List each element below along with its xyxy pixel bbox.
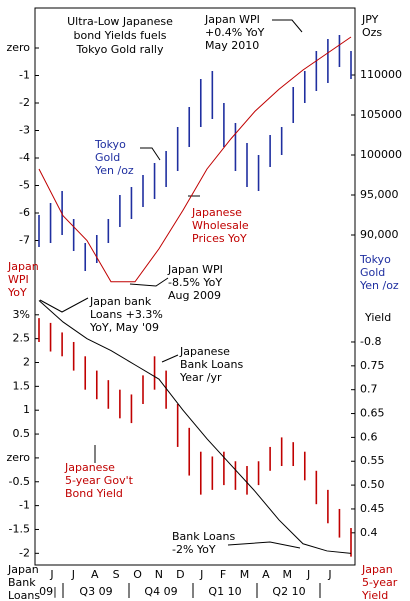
x-tick-label: M	[282, 568, 292, 581]
annotation: -8.5% YoY	[168, 276, 222, 289]
annotation: Japan WPI	[167, 263, 223, 276]
y-tick-label: -6	[19, 206, 30, 219]
annotation: Japanese	[64, 461, 115, 474]
y-tick-label: 2.5	[13, 332, 31, 345]
x-tick-label: A	[262, 568, 270, 581]
x-tick-label: A	[91, 568, 99, 581]
y-tick-label: -2	[19, 96, 30, 109]
y2-axis-label: Yield	[361, 589, 388, 601]
y2-tick-label: 0.75	[360, 359, 385, 372]
y2-tick-label: 0.45	[360, 502, 385, 515]
line-series	[38, 36, 352, 283]
chart-title: Ultra-Low Japanese	[67, 15, 173, 28]
x-tick-label: N	[155, 568, 163, 581]
y2-tick-label: 0.50	[360, 478, 385, 491]
x-tick-label: D	[176, 568, 184, 581]
annotation: Japan WPI	[204, 13, 260, 26]
y-axis-label: Japan	[7, 260, 39, 273]
chart-title: bond Yields fuels	[74, 29, 167, 42]
annotation: Bank Loans	[172, 530, 236, 543]
y-tick-label: zero	[6, 41, 30, 54]
y-tick-label: -7	[19, 234, 30, 247]
y-axis-label: YoY	[7, 286, 27, 299]
y2-tick-label: 90,000	[360, 228, 399, 241]
plot-frame	[34, 7, 356, 566]
y2-tick-label: 95,000	[360, 188, 399, 201]
annotation: YoY, May '09	[89, 321, 159, 334]
y-tick-label: zero	[6, 451, 30, 464]
x-tick-label: M	[240, 568, 250, 581]
y-tick-label: 0.5	[13, 427, 31, 440]
x-tick-label: J	[199, 568, 203, 581]
y-tick-label: -1	[19, 69, 30, 82]
y2-axis-label-top: Ozs	[362, 26, 382, 39]
y2-axis-label: Tokyo	[359, 253, 391, 266]
annotation: Gold	[95, 151, 120, 164]
x-tick-label: J	[306, 568, 310, 581]
annotation: Japan bank	[89, 295, 152, 308]
annotation: Year /yr	[179, 371, 222, 384]
y2-tick-label: 100000	[360, 148, 402, 161]
y-axis-label: Loans	[8, 589, 40, 601]
y-tick-label: -3	[19, 124, 30, 137]
annotation: Bond Yield	[65, 487, 123, 500]
x-quarter-label: Q4 09	[144, 585, 177, 598]
x-tick-label: J	[71, 568, 75, 581]
annotation: Japanese	[191, 206, 242, 219]
x-quarter-label: 09|	[39, 585, 57, 598]
annotation: Aug 2009	[168, 289, 221, 302]
y-tick-label: -4	[19, 151, 30, 164]
x-quarter-label: Q3 09	[79, 585, 112, 598]
annotation: May 2010	[205, 39, 259, 52]
annotation: Yen /oz	[94, 164, 134, 177]
y-tick-label: -1.5	[9, 522, 30, 535]
y2-axis-label: Gold	[360, 266, 385, 279]
y2-axis-label-top: Yield	[364, 311, 391, 324]
annotation: Tokyo	[94, 138, 126, 151]
y-tick-label: -2	[19, 546, 30, 559]
y-tick-label: 2	[23, 355, 30, 368]
y2-tick-label: -0.8	[360, 335, 381, 348]
quarter-separators	[62, 583, 321, 598]
annotation: Wholesale	[192, 219, 249, 232]
x-tick-label: O	[133, 568, 142, 581]
annotation: 5-year Gov't	[65, 474, 134, 487]
y-tick-label: -1	[19, 499, 30, 512]
y-tick-label: 3%	[13, 308, 30, 321]
y2-tick-label: 0.4	[360, 526, 378, 539]
x-tick-label: J	[327, 568, 331, 581]
line-series	[38, 300, 352, 554]
x-quarter-label: Q1 10	[208, 585, 241, 598]
y2-tick-label: 105000	[360, 108, 402, 121]
x-tick-label: J	[49, 568, 53, 581]
y2-axis-label: Yen /oz	[359, 279, 399, 292]
annotation: -2% YoY	[172, 543, 216, 556]
y2-tick-label: 0.55	[360, 454, 385, 467]
y-axis-label: WPI	[8, 273, 29, 286]
annotation: +0.4% YoY	[205, 26, 265, 39]
y-tick-label: -5	[19, 179, 30, 192]
chart-title: Tokyo Gold rally	[76, 43, 164, 56]
y2-tick-label: 0.7	[360, 383, 378, 396]
leader-lines	[39, 19, 303, 549]
y-axis-label: Japan	[7, 563, 39, 576]
y2-axis-label-top: JPY	[361, 13, 379, 26]
y-axis-label: Bank	[8, 576, 36, 589]
y-tick-label: -0.5	[9, 475, 30, 488]
y-tick-label: 1	[23, 403, 30, 416]
y2-tick-label: 110000	[360, 68, 402, 81]
y2-tick-label: 0.65	[360, 407, 385, 420]
y2-axis-label: Japan	[361, 563, 393, 576]
y-tick-label: 1.5	[13, 379, 31, 392]
annotation: Bank Loans	[180, 358, 244, 371]
annotation: Japanese	[179, 345, 230, 358]
x-quarter-label: Q2 10	[272, 585, 305, 598]
x-tick-label: F	[220, 568, 226, 581]
y2-axis-label: 5-year	[362, 576, 398, 589]
x-tick-label: S	[113, 568, 120, 581]
annotation: Loans +3.3%	[90, 308, 163, 321]
annotation: Prices YoY	[192, 232, 247, 245]
y2-tick-label: 0.6	[360, 430, 378, 443]
